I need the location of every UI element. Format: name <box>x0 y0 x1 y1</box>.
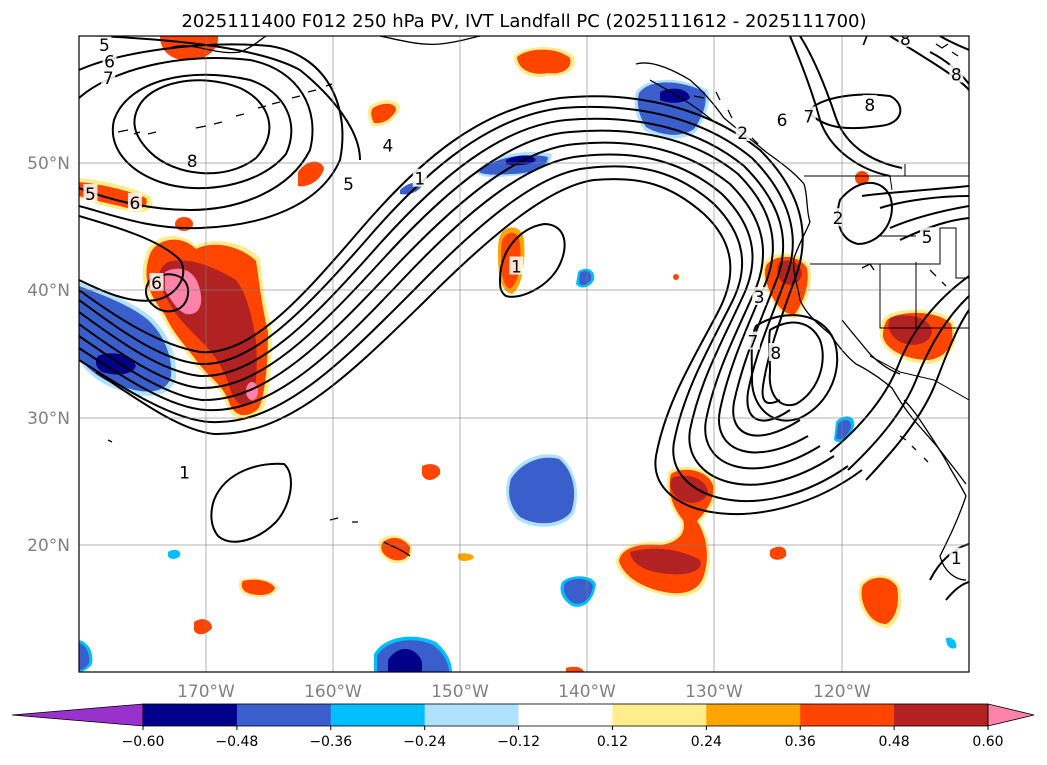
pv-contour-label-bg <box>752 287 767 306</box>
colorbar-tick-label: 0.36 <box>785 734 816 750</box>
colorbar-bin <box>143 704 238 726</box>
gridlines <box>79 36 969 672</box>
pv-contour-label: 5 <box>85 185 96 205</box>
pv-contour-label: 1 <box>511 258 522 278</box>
pv-contour-label-bg <box>177 462 192 481</box>
chart-title: 2025111400 F012 250 hPa PV, IVT Landfall… <box>181 11 866 32</box>
lat-tick-label: 50°N <box>27 154 70 174</box>
pv-contour-label: 8 <box>770 344 781 364</box>
pv-contour-label-bg <box>949 547 964 566</box>
map-frame <box>78 35 970 673</box>
pv-contour-label-bg <box>127 192 142 211</box>
pv-contour-label: 6 <box>151 274 162 294</box>
colorbar-tick-label: −0.60 <box>122 734 165 750</box>
shaded-anomaly-central-pacific <box>142 217 272 420</box>
lat-tick-labels: 50°N 40°N 30°N 20°N <box>27 154 70 556</box>
pv-contour-label-bg <box>768 343 783 361</box>
colorbar-frame <box>142 703 989 727</box>
pv-contour-label-bg <box>412 168 427 187</box>
pv-contour-label: 7 <box>747 333 758 353</box>
pv-contour-label: 1 <box>414 170 425 190</box>
pv-contour-label-bg <box>857 36 872 47</box>
colorbar-bin <box>612 704 707 726</box>
pv-contour-label: 2 <box>833 209 844 229</box>
pv-contour-label: 1 <box>179 464 190 484</box>
colorbar-tick-label: −0.24 <box>403 734 446 750</box>
pv-contour-label: 6 <box>104 53 115 73</box>
pv-contour-label-bg <box>898 36 913 47</box>
pv-contour-label: 6 <box>130 194 141 214</box>
pv-contour-label: 6 <box>777 111 788 131</box>
pv-contour-label: 2 <box>737 124 748 144</box>
colorbar-tick-label: 0.12 <box>597 734 628 750</box>
colorbar-bin <box>236 704 332 726</box>
pv-contour-label: 7 <box>103 69 114 89</box>
lon-tick-label: 120°W <box>813 682 871 702</box>
lat-tick-label: 30°N <box>27 409 70 429</box>
pv-contour-label-bg <box>97 36 112 54</box>
pv-contour-label-bg <box>101 68 116 87</box>
pv-contour-label-bg <box>509 256 524 275</box>
pv-contour-label-bg <box>735 122 750 141</box>
lon-tick-label: 160°W <box>304 682 362 702</box>
pv-contour-label-bg <box>341 173 356 192</box>
colorbar-bin <box>424 704 520 726</box>
pv-contour-label: 7 <box>803 107 814 127</box>
pv-contour-label: 8 <box>864 96 875 116</box>
colorbar-tick-label: 0.48 <box>879 734 910 750</box>
pv-contour-label-bg <box>775 110 790 129</box>
pv-contour-label-bg <box>801 106 816 125</box>
pv-contours <box>79 36 969 601</box>
pv-contour-label-bg <box>149 273 164 292</box>
pv-contour-label: 8 <box>187 152 198 172</box>
pv-contour-label-bg <box>185 150 200 169</box>
pv-contour-label-bg <box>83 184 98 202</box>
colorbar-tick-label: 0.60 <box>972 734 1003 750</box>
pv-contour-label: 4 <box>383 137 394 157</box>
lon-tick-labels: 170°W 160°W 150°W 140°W 130°W 120°W <box>177 682 871 702</box>
lon-tick-label: 150°W <box>431 682 489 702</box>
lon-tick-label: 170°W <box>177 682 235 702</box>
pv-contour-label-bg <box>862 94 877 113</box>
colorbar-tick-label: 0.24 <box>691 734 722 750</box>
pv-contour-label: 5 <box>922 228 933 248</box>
colorbar-extend-low <box>11 703 144 727</box>
colorbar: −0.60 −0.48 −0.36 −0.24 −0.12 0.12 0.24 0.36 0.4… <box>11 703 1035 750</box>
colorbar-bin <box>800 704 895 726</box>
pv-contour-label: 3 <box>754 288 765 308</box>
pv-contour-label-bg <box>380 135 395 154</box>
pv-contour-label: 1 <box>951 549 962 569</box>
colorbar-tick-label: −0.12 <box>497 734 540 750</box>
colorbar-bin <box>518 704 613 726</box>
lat-tick-label: 20°N <box>27 536 70 556</box>
colorbar-bin <box>894 704 989 726</box>
lat-tick-label: 40°N <box>27 281 70 301</box>
pv-contour-label-bg <box>102 51 117 70</box>
pv-contour-label-bg <box>920 227 935 246</box>
colorbar-bin <box>330 704 426 726</box>
pv-contour-label: 8 <box>951 65 962 85</box>
pv-contour-label-bg <box>745 331 760 350</box>
colorbar-tick-label: −0.48 <box>215 734 258 750</box>
lon-tick-label: 140°W <box>558 682 616 702</box>
lon-tick-label: 130°W <box>685 682 743 702</box>
pv-contour-label-bg <box>949 64 964 83</box>
colorbar-bin <box>706 704 801 726</box>
pv-contour-label: 5 <box>99 36 110 56</box>
colorbar-extend-high <box>987 703 1035 727</box>
pv-contour-label: 7 <box>859 30 870 50</box>
pv-contour-label: 8 <box>900 30 911 50</box>
colorbar-tick-label: −0.36 <box>309 734 352 750</box>
pv-contour-label: 5 <box>343 175 354 195</box>
